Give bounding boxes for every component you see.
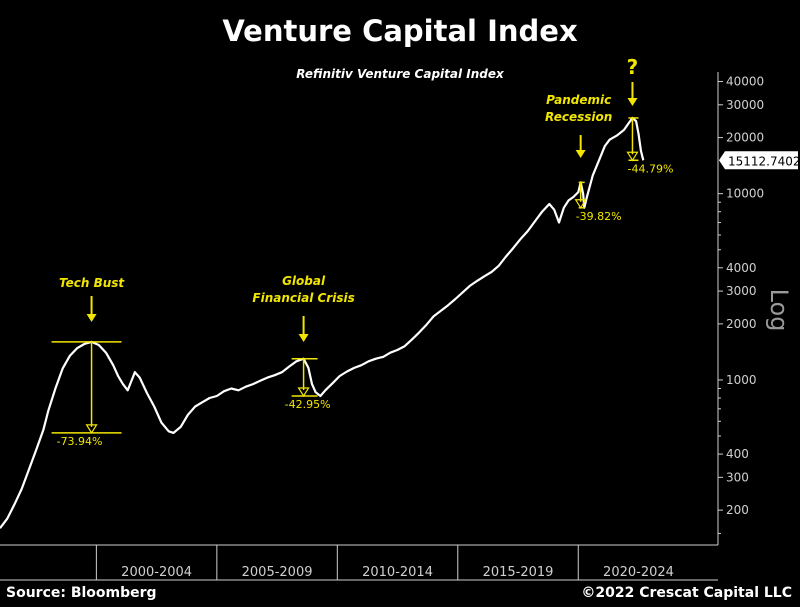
question-mark: ? xyxy=(627,55,639,79)
tech-bust-pct-label: -73.94% xyxy=(57,435,103,448)
chart-subtitle: Refinitiv Venture Capital Index xyxy=(296,67,504,81)
gfc-label-line2: Financial Crisis xyxy=(252,291,354,305)
pandemic-label-line2: Recession xyxy=(545,110,612,124)
current-pct-label: -44.79% xyxy=(628,162,674,175)
pandemic-pct-label: -39.82% xyxy=(576,210,622,223)
page-title: Venture Capital Index xyxy=(222,14,578,48)
x-period-label: 2010-2014 xyxy=(362,565,433,580)
y-tick-label: 40000 xyxy=(726,75,764,89)
pandemic-label-line1: Pandemic xyxy=(546,93,611,107)
x-period-label: 2020-2024 xyxy=(603,565,674,580)
last-value-box xyxy=(719,151,798,170)
y-tick-label: 300 xyxy=(726,470,749,484)
gfc-label-line1: Global xyxy=(282,274,326,288)
x-period-label: 2015-2019 xyxy=(483,565,554,580)
y-tick-label: 200 xyxy=(726,503,749,517)
gfc-arrow-head xyxy=(298,334,309,342)
pandemic-arrow-head xyxy=(575,150,586,158)
y-tick-label: 10000 xyxy=(726,187,764,201)
gfc-drop-head xyxy=(297,387,310,398)
y-tick-label: 400 xyxy=(726,447,749,461)
tech-bust-arrow-head xyxy=(86,314,97,322)
tech-bust-label: Tech Bust xyxy=(59,276,125,290)
y-tick-label: 3000 xyxy=(726,284,757,298)
tech-bust-drop-head xyxy=(85,424,98,434)
index-line xyxy=(0,116,645,529)
gfc-pct-label: -42.95% xyxy=(285,398,331,411)
y-tick-label: 2000 xyxy=(726,317,757,331)
x-period-label: 2000-2004 xyxy=(121,565,192,580)
y-tick-label: 1000 xyxy=(726,373,757,387)
x-period-label: 2005-2009 xyxy=(242,565,313,580)
copyright-note: ©2022 Crescat Capital LLC xyxy=(581,585,792,601)
y-tick-label: 4000 xyxy=(726,261,757,275)
current-drop-head xyxy=(626,151,639,162)
y-tick-label: 20000 xyxy=(726,131,764,145)
question-arrow-head xyxy=(627,98,638,106)
y-axis-scale-label: Log xyxy=(765,289,793,332)
pandemic-drop-head xyxy=(574,199,587,209)
last-value-label: 15112.7402 xyxy=(728,154,800,168)
source-note: Source: Bloomberg xyxy=(6,585,157,601)
y-tick-label: 30000 xyxy=(726,98,764,112)
